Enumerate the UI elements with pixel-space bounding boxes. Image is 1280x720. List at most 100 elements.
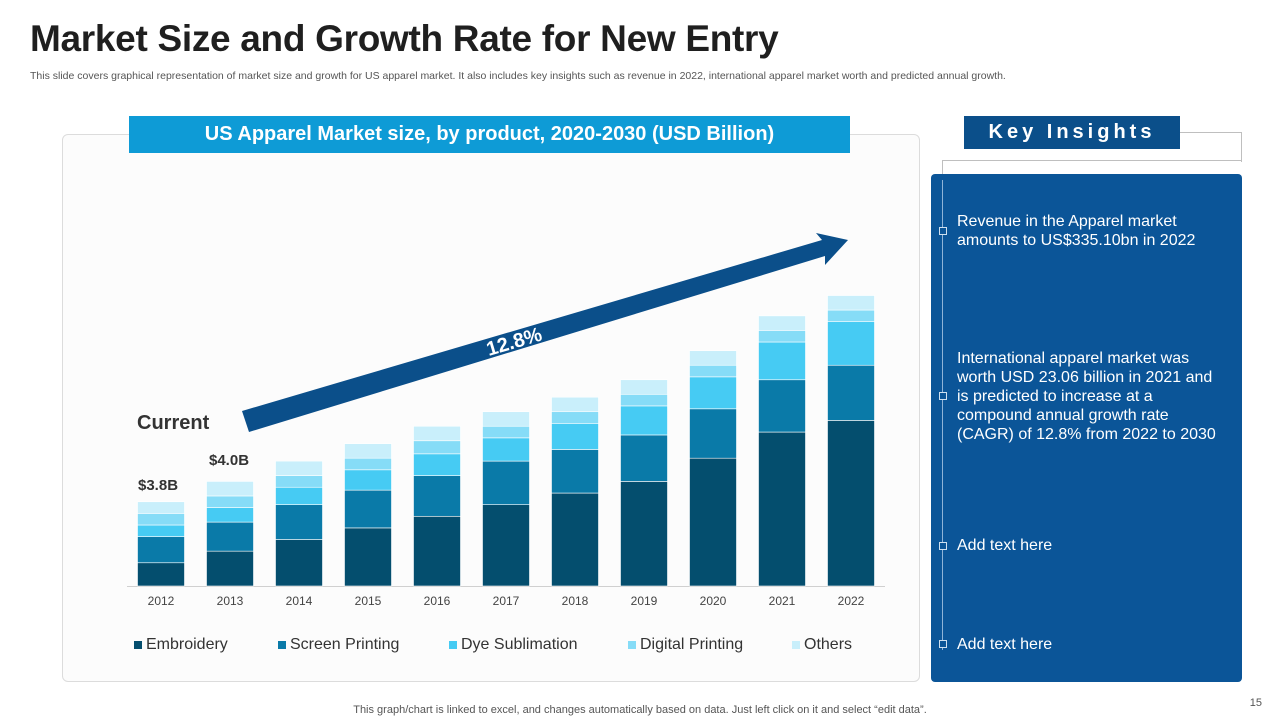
data-label-2012: $3.8B — [138, 477, 178, 494]
bar-2017-others[interactable] — [482, 411, 530, 427]
bar-2013-others[interactable] — [206, 481, 254, 497]
bar-2012-screen-printing[interactable] — [137, 536, 185, 564]
bar-2022-embroidery[interactable] — [827, 420, 875, 587]
legend-swatch — [278, 641, 286, 649]
x-tick-label-2013: 2013 — [217, 594, 244, 608]
bar-2022-digital-printing[interactable] — [827, 309, 875, 322]
current-label: Current — [137, 412, 210, 434]
bar-2012-digital-printing[interactable] — [137, 513, 185, 526]
insight-text-2: International apparel market was worth U… — [957, 350, 1216, 443]
key-insights-header: Key Insights — [964, 116, 1180, 149]
insight-text-3: Add text here — [957, 537, 1053, 554]
legend-item-others: Others — [792, 636, 852, 654]
x-tick-label-2019: 2019 — [631, 594, 658, 608]
bar-2017-screen-printing[interactable] — [482, 460, 530, 505]
bar-2014-others[interactable] — [275, 460, 323, 476]
bar-2017-embroidery[interactable] — [482, 504, 530, 587]
bar-2021-dye-sublimation[interactable] — [758, 341, 806, 381]
legend-label: Dye Sublimation — [461, 636, 578, 653]
bar-2021-screen-printing[interactable] — [758, 379, 806, 433]
bar-2015-dye-sublimation[interactable] — [344, 469, 392, 491]
bar-2022-others[interactable] — [827, 295, 875, 311]
legend-swatch — [134, 641, 142, 649]
legend-label: Embroidery — [146, 636, 228, 653]
x-tick-label-2015: 2015 — [355, 594, 382, 608]
bar-2017-digital-printing[interactable] — [482, 425, 530, 439]
x-tick-label-2018: 2018 — [562, 594, 589, 608]
bar-2020-others[interactable] — [689, 350, 737, 366]
x-tick-label-2016: 2016 — [424, 594, 451, 608]
key-insights-panel — [931, 174, 1242, 682]
page-title: Market Size and Growth Rate for New Entr… — [30, 18, 779, 59]
bar-2022-dye-sublimation[interactable] — [827, 321, 875, 366]
bar-2020-digital-printing[interactable] — [689, 364, 737, 378]
legend-label: Screen Printing — [290, 636, 400, 653]
bar-2013-embroidery[interactable] — [206, 550, 254, 587]
x-tick-label-2012: 2012 — [148, 594, 175, 608]
bar-2012-others[interactable] — [137, 501, 185, 514]
bar-2018-digital-printing[interactable] — [551, 411, 599, 424]
key-insights-connector — [1180, 132, 1242, 162]
key-insights-timeline — [942, 180, 943, 650]
legend-item-dye-sublimation: Dye Sublimation — [449, 636, 578, 654]
bar-2021-embroidery[interactable] — [758, 431, 806, 587]
bar-2019-others[interactable] — [620, 379, 668, 395]
bar-2018-dye-sublimation[interactable] — [551, 423, 599, 450]
insight-text-1: Revenue in the Apparel market amounts to… — [957, 213, 1196, 249]
bar-2021-digital-printing[interactable] — [758, 330, 806, 343]
bar-2012-embroidery[interactable] — [137, 562, 185, 587]
bar-2013-dye-sublimation[interactable] — [206, 507, 254, 523]
bar-2015-embroidery[interactable] — [344, 527, 392, 587]
bar-2013-screen-printing[interactable] — [206, 521, 254, 552]
bar-2016-others[interactable] — [413, 425, 461, 442]
bar-2014-dye-sublimation[interactable] — [275, 486, 323, 505]
bar-2020-embroidery[interactable] — [689, 457, 737, 587]
page-subtitle: This slide covers graphical representati… — [30, 70, 1006, 82]
bar-2018-others[interactable] — [551, 396, 599, 413]
x-tick-label-2020: 2020 — [700, 594, 727, 608]
bar-2018-embroidery[interactable] — [551, 492, 599, 587]
bar-2020-screen-printing[interactable] — [689, 408, 737, 459]
page-number: 15 — [1249, 697, 1262, 709]
x-tick-label-2022: 2022 — [838, 594, 865, 608]
legend-swatch — [628, 641, 636, 649]
bar-2018-screen-printing[interactable] — [551, 449, 599, 494]
bar-2021-others[interactable] — [758, 315, 806, 331]
bar-2019-embroidery[interactable] — [620, 481, 668, 587]
insight-text-4: Add text here — [957, 636, 1053, 653]
legend-item-embroidery: Embroidery — [134, 636, 228, 654]
insight-marker-4 — [939, 640, 947, 648]
bar-2019-screen-printing[interactable] — [620, 434, 668, 482]
bar-2015-others[interactable] — [344, 443, 392, 459]
x-tick-label-2021: 2021 — [769, 594, 796, 608]
bar-2013-digital-printing[interactable] — [206, 495, 254, 508]
key-insights-connector-drop — [942, 160, 943, 176]
legend-label: Digital Printing — [640, 636, 744, 653]
bar-2014-screen-printing[interactable] — [275, 504, 323, 540]
key-insights-connector-line — [942, 160, 1242, 161]
bar-2014-digital-printing[interactable] — [275, 475, 323, 488]
bar-2016-digital-printing[interactable] — [413, 440, 461, 455]
chart-legend: Embroidery Screen Printing Dye Sublimation… — [134, 636, 894, 656]
bar-2016-embroidery[interactable] — [413, 515, 461, 587]
footer-note: This graph/chart is linked to excel, and… — [353, 704, 927, 716]
bar-2022-screen-printing[interactable] — [827, 364, 875, 421]
legend-label: Others — [804, 636, 853, 653]
bar-2015-digital-printing[interactable] — [344, 457, 392, 471]
bar-2015-screen-printing[interactable] — [344, 489, 392, 529]
bar-2016-screen-printing[interactable] — [413, 475, 461, 517]
bar-2012-dye-sublimation[interactable] — [137, 524, 185, 537]
x-tick-label-2014: 2014 — [286, 594, 313, 608]
bar-2014-embroidery[interactable] — [275, 539, 323, 587]
bar-2020-dye-sublimation[interactable] — [689, 376, 737, 410]
growth-rate-label: 12.8% — [484, 324, 545, 361]
bar-2019-digital-printing[interactable] — [620, 393, 668, 407]
bar-2019-dye-sublimation[interactable] — [620, 405, 668, 436]
insight-marker-2 — [939, 392, 947, 400]
bar-2016-dye-sublimation[interactable] — [413, 453, 461, 476]
bar-2017-dye-sublimation[interactable] — [482, 437, 530, 462]
insight-marker-1 — [939, 227, 947, 235]
x-tick-label-2017: 2017 — [493, 594, 520, 608]
legend-swatch — [792, 641, 800, 649]
